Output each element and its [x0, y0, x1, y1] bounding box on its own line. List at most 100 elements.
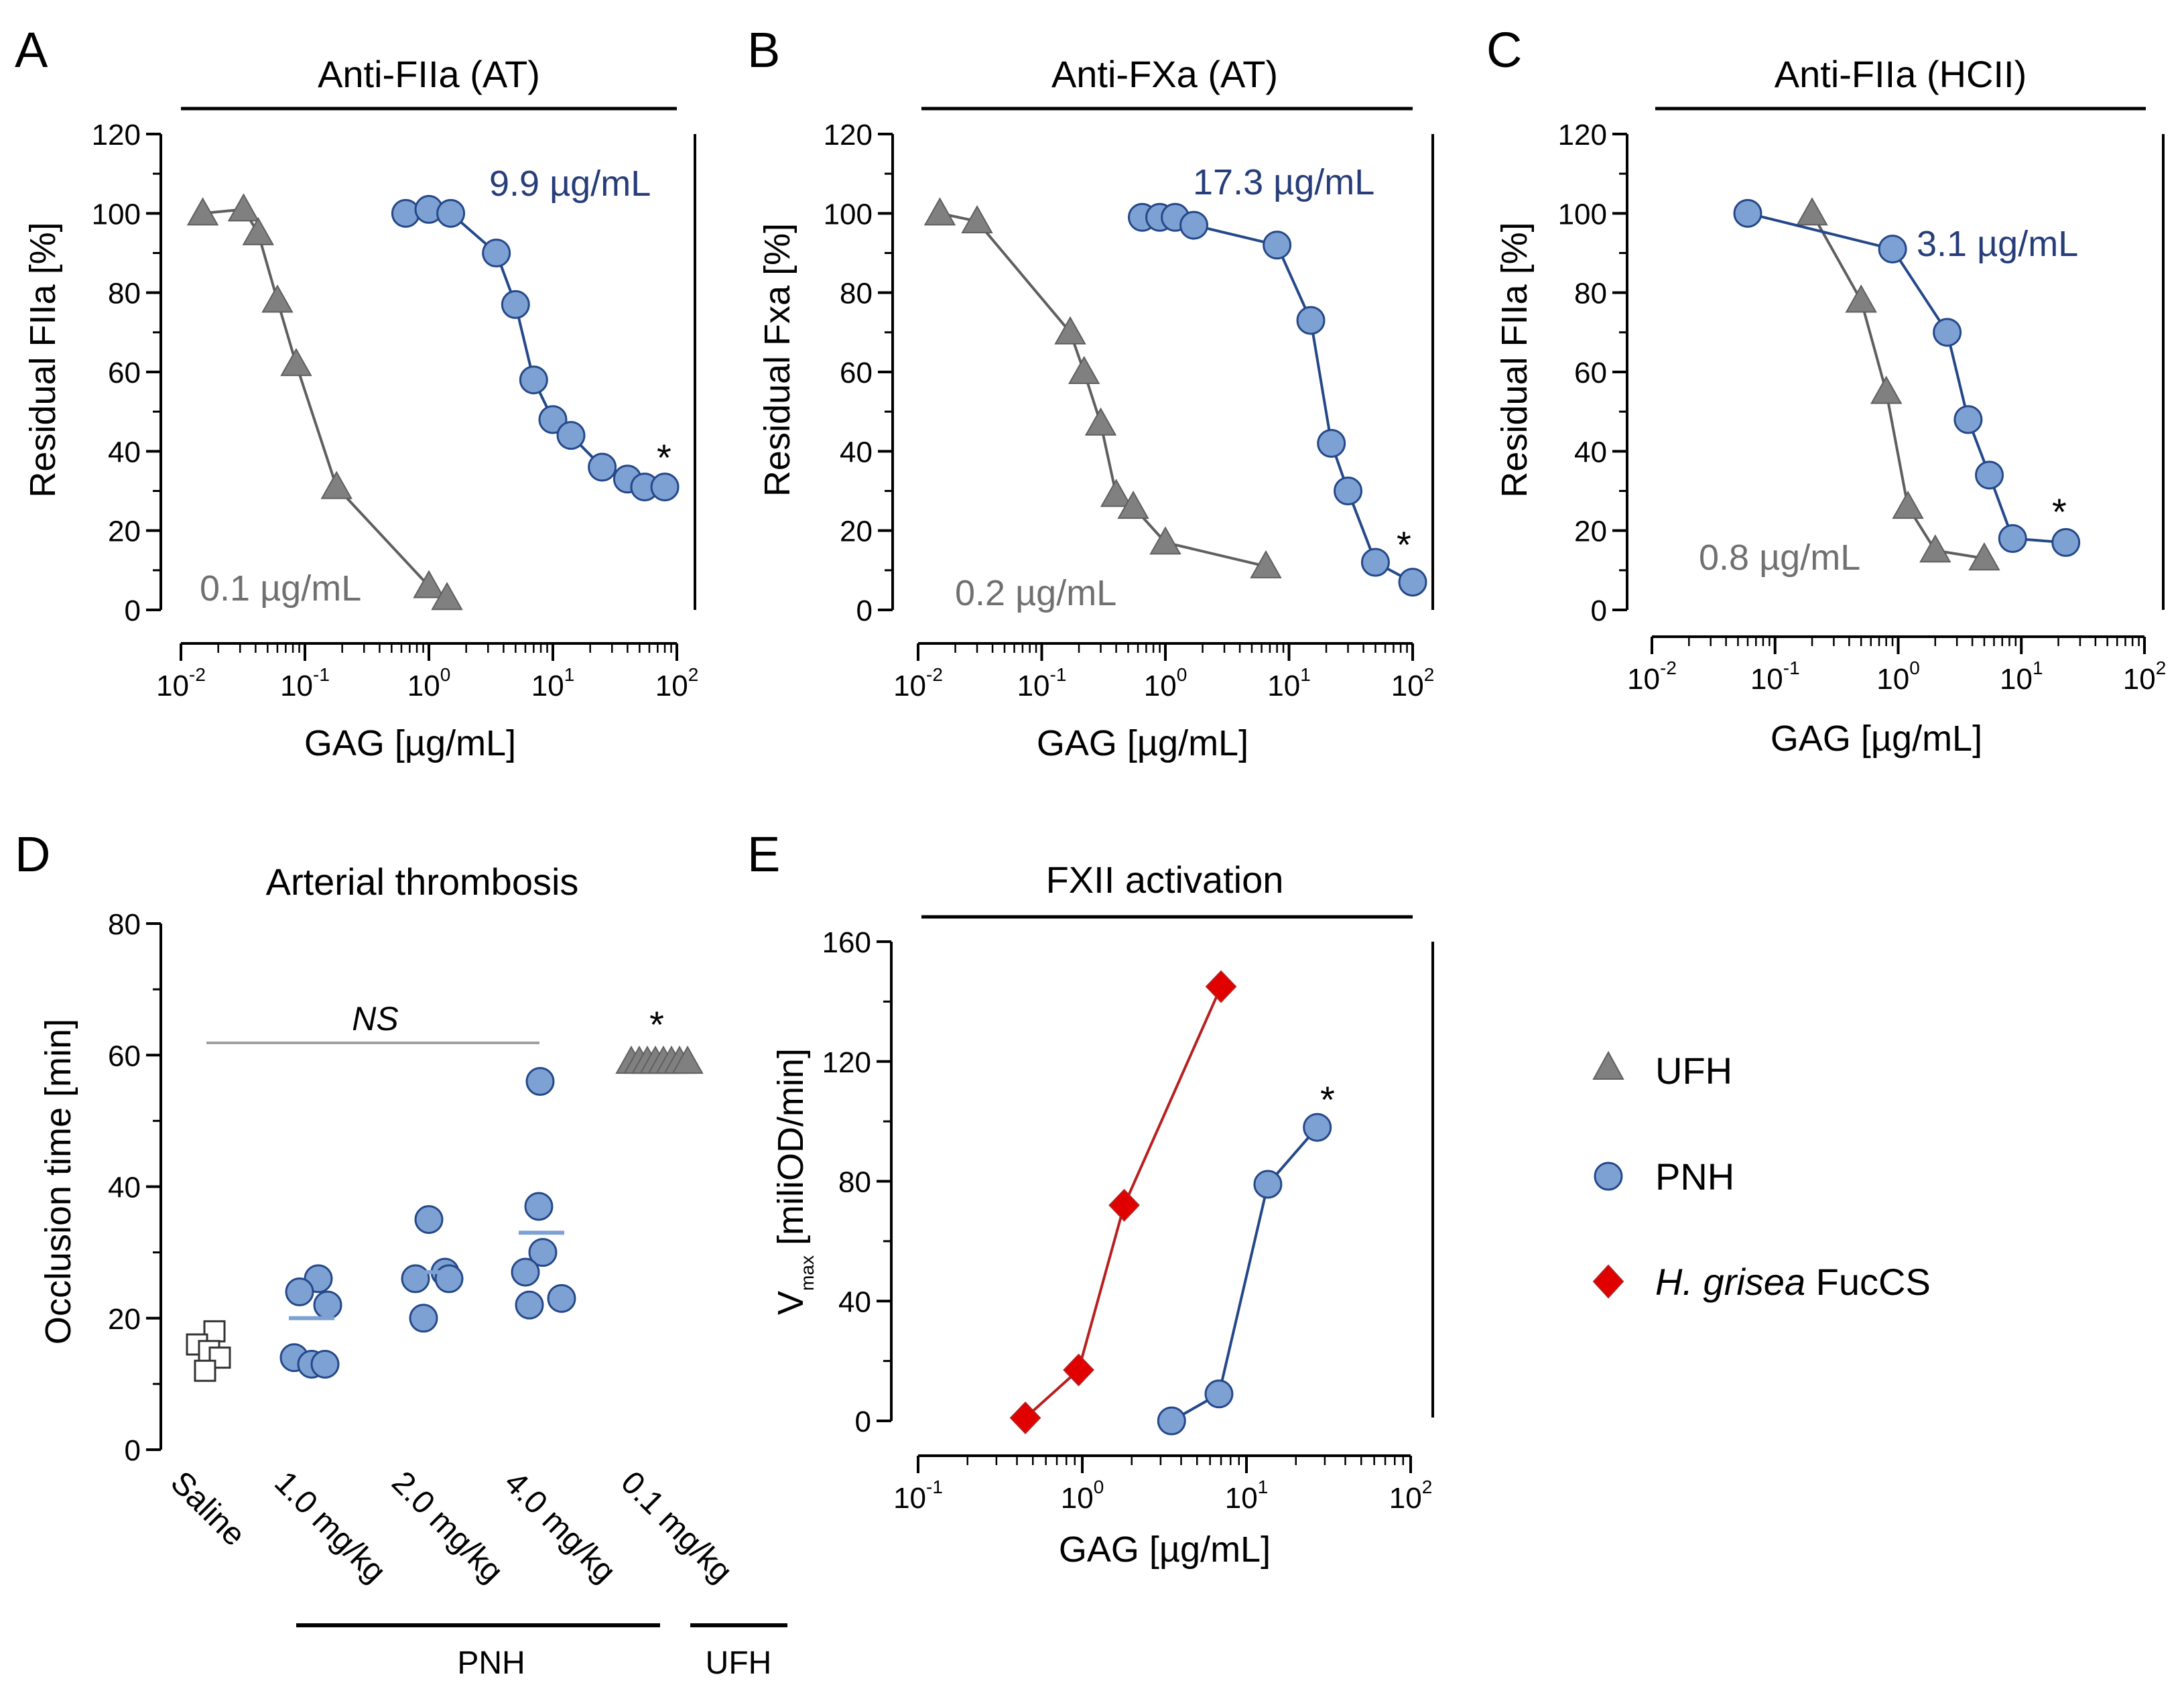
data-point-pnh-1-0-mg-kg — [310, 1349, 340, 1379]
data-point-pnh-c — [1953, 405, 1983, 434]
x-tick-base-e: 10 — [1225, 1482, 1258, 1515]
x-tick-exponent-c: -1 — [1783, 657, 1800, 678]
x-tick-base-c: 10 — [1876, 663, 1909, 696]
legend-marker-pnh — [1594, 1162, 1623, 1191]
data-point-ufh-c — [1845, 284, 1877, 313]
y-axis-label-d: Occlusion time [min] — [38, 1019, 78, 1344]
y-axis-label-sub-e: max — [797, 1255, 818, 1291]
data-point-ufh-a — [431, 582, 463, 611]
series-line-pnh-e — [1171, 1126, 1319, 1422]
ic50-label-ufh-c: 0.8 µg/mL — [1699, 538, 1860, 578]
data-point-pnh-e — [1204, 1379, 1234, 1409]
data-point-pnh-b — [1334, 477, 1363, 505]
y-tick-label-c: 100 — [1558, 198, 1607, 231]
data-point-pnh-2-0-mg-kg — [414, 1205, 444, 1235]
chart-title-e: FXII activation — [1046, 859, 1284, 901]
x-axis-label-e: GAG [µg/mL] — [1059, 1529, 1271, 1570]
data-point-ufh-b — [1117, 491, 1149, 519]
x-tick-exponent-b: -2 — [926, 664, 943, 685]
data-point-pnh-2-0-mg-kg — [434, 1264, 464, 1294]
chart-title-b: Anti-FXa (AT) — [1051, 53, 1278, 95]
series-b — [923, 197, 1427, 597]
x-tick-label-e: 101 — [1225, 1477, 1269, 1515]
ic50-label-pnh-b: 17.3 µg/mL — [1193, 162, 1374, 202]
panel-d: D Arterial thrombosis Occlusion time [mi… — [15, 826, 787, 1681]
x-tick-exponent-e: 0 — [1094, 1477, 1104, 1497]
data-point-pnh-c — [1733, 198, 1762, 228]
y-tick-label-a: 80 — [108, 277, 141, 310]
series-a — [186, 193, 680, 611]
x-tick-exponent-b: -1 — [1050, 664, 1067, 685]
y-tick-label-c: 40 — [1574, 436, 1607, 468]
legend-label-fuccs: H. grisea FucCS — [1655, 1261, 1931, 1303]
data-point-pnh-a — [588, 452, 617, 482]
series-line-h-grisea-fuccs-e — [1024, 986, 1222, 1419]
data-point-pnh-e — [1157, 1406, 1186, 1436]
data-point-pnh-b — [1360, 548, 1390, 577]
data-point-saline — [194, 1359, 216, 1382]
data-point-pnh-1-0-mg-kg — [285, 1277, 314, 1306]
x-tick-base-e: 10 — [893, 1482, 926, 1515]
data-point-pnh-4-0-mg-kg — [524, 1192, 554, 1221]
x-tick-exponent-b: 0 — [1177, 664, 1187, 685]
legend-label-fuccs-species: H. grisea — [1655, 1261, 1805, 1303]
data-point-pnh-2-0-mg-kg — [401, 1264, 430, 1294]
data-point-ufh-a — [261, 284, 294, 313]
x-tick-base-a: 10 — [156, 670, 189, 702]
y-tick-label-a: 120 — [92, 119, 141, 151]
data-point-ufh-c — [1892, 491, 1924, 519]
x-tick-exponent-c: 1 — [2033, 657, 2043, 678]
data-point-ufh-a — [227, 193, 260, 222]
category-label-d: 2.0 mg/kg — [385, 1464, 510, 1590]
x-tick-base-c: 10 — [1750, 663, 1783, 696]
y-tick-label-a: 20 — [108, 515, 141, 548]
y-axis-label-c: Residual FIIa [%] — [1494, 222, 1535, 497]
x-tick-base-e: 10 — [1389, 1482, 1422, 1515]
x-tick-label-b: 10-1 — [1017, 664, 1067, 702]
y-tick-label-b: 0 — [856, 594, 873, 627]
x-tick-exponent-b: 1 — [1300, 664, 1311, 685]
category-label-d: 1.0 mg/kg — [267, 1464, 393, 1590]
data-point-pnh-4-0-mg-kg — [515, 1290, 544, 1320]
group-label-pnh: PNH — [457, 1645, 525, 1681]
legend-label-pnh: PNH — [1655, 1155, 1734, 1198]
panel-label-d: D — [15, 826, 50, 882]
group-label-ufh: UFH — [706, 1645, 772, 1681]
data-point-pnh-2-0-mg-kg — [409, 1304, 438, 1333]
x-tick-exponent-c: 0 — [1909, 657, 1920, 678]
data-point-pnh-a — [519, 365, 548, 395]
data-point-pnh-b — [1263, 231, 1292, 260]
x-tick-label-b: 101 — [1267, 664, 1311, 702]
y-tick-label-a: 100 — [92, 198, 141, 231]
legend-marker-ufh — [1592, 1050, 1624, 1080]
x-tick-exponent-e: 1 — [1258, 1477, 1269, 1497]
data-point-h-grisea-fuccs-e — [1009, 1401, 1041, 1434]
x-tick-exponent-a: 0 — [440, 664, 451, 685]
data-point-ufh-c — [1796, 197, 1828, 226]
data-point-pnh-a — [556, 421, 586, 450]
y-tick-label-d: 60 — [108, 1040, 141, 1072]
data-point-pnh-a — [650, 473, 680, 502]
y-axis-label-e: Vmax [miliOD/min] — [771, 1048, 818, 1315]
x-tick-base-c: 10 — [2000, 663, 2033, 696]
y-tick-label-e: 160 — [822, 926, 871, 959]
data-point-pnh-a — [482, 239, 511, 267]
legend-label-fuccs-rest: FucCS — [1805, 1261, 1931, 1303]
panel-e: E FXII activation Vmax [miliOD/min] GAG … — [747, 826, 1434, 1570]
x-tick-label-a: 102 — [655, 664, 699, 702]
data-point-pnh-c — [2051, 527, 2081, 557]
x-tick-base-b: 10 — [1144, 670, 1177, 702]
ic50-label-pnh-c: 3.1 µg/mL — [1917, 224, 2078, 264]
category-label-d: 4.0 mg/kg — [497, 1464, 623, 1590]
data-point-ufh-b — [961, 205, 993, 234]
data-point-ufh-c — [1919, 534, 1951, 563]
data-point-pnh-b — [1398, 568, 1427, 597]
x-tick-base-e: 10 — [1061, 1482, 1094, 1515]
ic50-label-pnh-a: 9.9 µg/mL — [489, 164, 651, 204]
y-tick-label-b: 60 — [840, 357, 873, 389]
data-point-pnh-e — [1253, 1170, 1283, 1199]
data-point-ufh-c — [1968, 542, 2000, 571]
x-tick-base-a: 10 — [280, 670, 313, 702]
